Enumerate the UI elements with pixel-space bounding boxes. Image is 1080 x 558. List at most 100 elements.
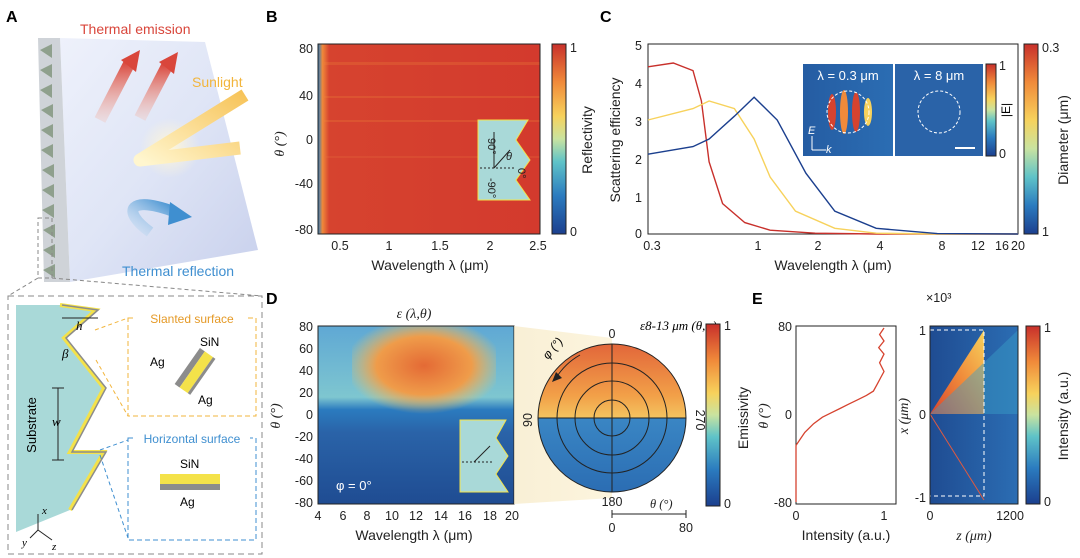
horizontal-ag-layer bbox=[160, 484, 220, 490]
c-inset: λ = 0.3 μm λ = 8 μm E k 1 0 |E| bbox=[803, 59, 1013, 161]
polar-theta-80: 80 bbox=[679, 521, 693, 535]
axis-y-label: y bbox=[21, 537, 27, 549]
horizontal-sin-layer bbox=[160, 474, 220, 484]
d-inset bbox=[459, 419, 509, 493]
panel-c-letter: C bbox=[600, 9, 612, 26]
e-ytick-0: 80 bbox=[778, 320, 792, 334]
film-edge bbox=[38, 38, 70, 282]
reflectivity-texture bbox=[324, 62, 540, 158]
e-rytick-2: -1 bbox=[915, 491, 926, 505]
c-inset-e: E bbox=[808, 125, 816, 137]
emission-arrow-1-head bbox=[121, 50, 140, 72]
d-ytick-6: -40 bbox=[295, 452, 313, 466]
e-xtick-1: 1 bbox=[881, 509, 888, 523]
slanted-layers bbox=[174, 347, 216, 395]
horizontal-surface-label: Horizontal surface bbox=[144, 432, 241, 446]
slanted-ag-1: Ag bbox=[150, 355, 165, 369]
d-ytick-4: 0 bbox=[306, 408, 313, 422]
e-colorbar bbox=[1025, 325, 1041, 505]
c-ytick-1: 4 bbox=[635, 77, 642, 91]
beta-label: β bbox=[61, 346, 69, 361]
d-ytick-8: -80 bbox=[295, 496, 313, 510]
c-diam-cb-min: 1 bbox=[1042, 225, 1049, 239]
e-right-xlabel: z (μm) bbox=[955, 529, 992, 544]
thermal-emission-label: Thermal emission bbox=[80, 21, 190, 37]
e-rxtick-1: 1200 bbox=[996, 509, 1024, 523]
e-rytick-0: 1 bbox=[919, 324, 926, 338]
w-label: w bbox=[52, 414, 61, 429]
b-inset-theta: θ bbox=[506, 151, 512, 163]
b-cb-min: 0 bbox=[570, 225, 577, 239]
slanted-sin: SiN bbox=[200, 335, 219, 349]
b-colorbar-label: Reflectivity bbox=[579, 106, 595, 174]
d-xtick-2: 8 bbox=[364, 509, 371, 523]
horizontal-ag: Ag bbox=[180, 495, 195, 509]
e-left-ylabel: θ (°) bbox=[757, 403, 772, 429]
b-x-ticks: 0.5 1 1.5 2 2.5 bbox=[331, 239, 546, 253]
emissivity-hot-region bbox=[352, 326, 496, 414]
c-ylabel: Scattering efficiency bbox=[607, 77, 623, 202]
b-inset: 90° θ 0° -90° bbox=[477, 119, 531, 201]
c-ytick-3: 2 bbox=[635, 153, 642, 167]
c-xtick-1: 1 bbox=[755, 239, 762, 253]
b-ytick-0: 80 bbox=[299, 42, 313, 56]
e-xtick-0: 0 bbox=[793, 509, 800, 523]
ag-coating bbox=[61, 304, 108, 511]
scattering-series-0.65 bbox=[647, 100, 1018, 235]
b-xtick-4: 2.5 bbox=[529, 239, 546, 253]
panel-e-letter: E bbox=[752, 291, 763, 308]
zoom-box bbox=[7, 295, 263, 555]
axis-x-label: x bbox=[41, 505, 47, 517]
d-y-ticks: 80 60 40 20 0 -20 -40 -60 -80 bbox=[295, 320, 313, 510]
c-xtick-6: 16 bbox=[995, 239, 1009, 253]
d-x-ticks: 4 6 8 10 12 14 16 18 20 bbox=[315, 509, 519, 523]
b-xlabel: Wavelength λ (μm) bbox=[371, 257, 488, 273]
field-pattern bbox=[828, 90, 872, 134]
c-ytick-2: 3 bbox=[635, 115, 642, 129]
e-ytick-2: -80 bbox=[774, 496, 792, 510]
c-x-ticks: 0.3 1 2 4 8 12 16 20 bbox=[643, 239, 1025, 253]
panel-d-letter: D bbox=[266, 291, 278, 308]
b-ytick-3: -40 bbox=[295, 177, 313, 191]
panel-b: B 90° θ 0° -90° 80 40 0 -40 -80 θ (°) 0.… bbox=[266, 9, 595, 273]
c-ytick-4: 1 bbox=[635, 191, 642, 205]
b-ytick-1: 40 bbox=[299, 89, 313, 103]
e-cb-max: 1 bbox=[1044, 321, 1051, 335]
b-cb-max: 1 bbox=[570, 41, 577, 55]
e-ytick-1: 0 bbox=[785, 408, 792, 422]
d-ytick-7: -60 bbox=[295, 474, 313, 488]
d-xtick-0: 4 bbox=[315, 509, 322, 523]
b-xtick-0: 0.5 bbox=[331, 239, 348, 253]
polar-theta-label: θ (°) bbox=[650, 497, 673, 511]
b-frame bbox=[317, 43, 541, 235]
c-xtick-3: 4 bbox=[877, 239, 884, 253]
d-xtick-3: 10 bbox=[385, 509, 399, 523]
polar-180: 180 bbox=[602, 495, 623, 509]
d-ylabel: θ (°) bbox=[269, 403, 284, 429]
c-field-cb-min: 0 bbox=[999, 147, 1006, 161]
substrate-label: Substrate bbox=[24, 397, 39, 453]
slanted-surface-label: Slanted surface bbox=[150, 312, 234, 326]
d-phi-label: φ = 0° bbox=[336, 478, 372, 493]
b-y-ticks: 80 40 0 -40 -80 bbox=[295, 42, 313, 237]
d-xlabel: Wavelength λ (μm) bbox=[355, 527, 472, 543]
panel-d: D ε (λ,θ) φ = 0° 80 60 40 20 0 -20 -40 -… bbox=[266, 291, 751, 543]
d-ytick-2: 40 bbox=[299, 364, 313, 378]
d-xtick-4: 12 bbox=[409, 509, 423, 523]
slanted-ag-2: Ag bbox=[198, 393, 213, 407]
b-inset-0: 0° bbox=[515, 168, 527, 179]
e-rytick-1: 0 bbox=[919, 408, 926, 422]
c-xlabel: Wavelength λ (μm) bbox=[774, 257, 891, 273]
e-multiplier: ×10³ bbox=[926, 291, 951, 305]
e-rxtick-0: 0 bbox=[927, 509, 934, 523]
c-field-cb-max: 1 bbox=[999, 59, 1006, 73]
e-right-ylabel: x (μm) bbox=[897, 398, 912, 436]
e-cb-min: 0 bbox=[1044, 495, 1051, 509]
zoom-marker bbox=[37, 217, 53, 279]
b-ytick-2: 0 bbox=[306, 133, 313, 147]
e-left-frame bbox=[795, 325, 897, 505]
horizontal-sin: SiN bbox=[180, 457, 199, 471]
intensity-line bbox=[795, 327, 885, 502]
e-beam-spread bbox=[930, 330, 1018, 414]
